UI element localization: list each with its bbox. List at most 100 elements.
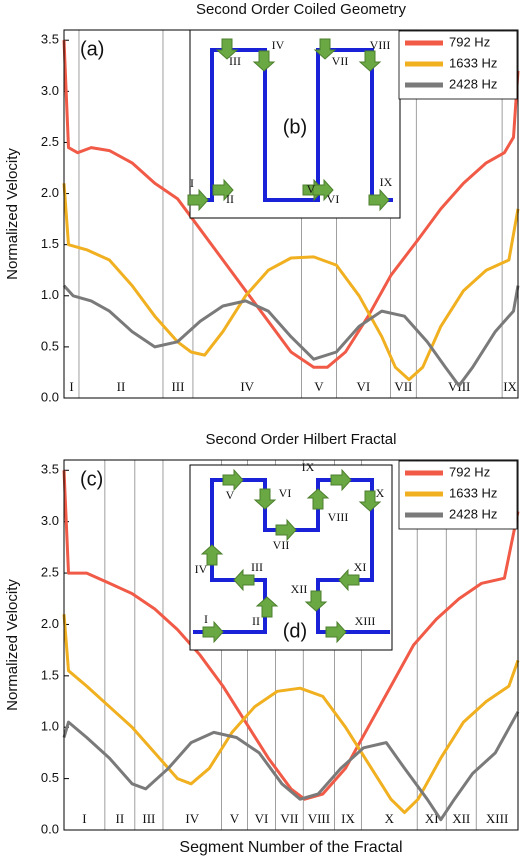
inset-arrow — [313, 38, 337, 60]
segment-label: I — [82, 811, 86, 826]
y-tick-label: 2.0 — [41, 616, 59, 631]
segment-label: V — [314, 379, 324, 394]
data-line — [62, 711, 520, 822]
inset-arrow — [368, 188, 390, 212]
legend-label: 1633 Hz — [449, 55, 497, 70]
inset-arrow — [275, 518, 297, 542]
segment-label: III — [142, 811, 155, 826]
y-tick-label: 0.0 — [41, 821, 59, 836]
inset-segment-label: V — [307, 182, 316, 196]
inset-arrow — [325, 620, 347, 644]
inset-path — [195, 48, 393, 202]
segment-label: VII — [280, 811, 298, 826]
y-axis-label: Normalized Velocity — [4, 148, 21, 280]
inset-box — [189, 464, 393, 651]
inset-segment-label: X — [376, 486, 385, 500]
inset-segment-label: VI — [279, 486, 292, 500]
y-tick-label: 3.0 — [41, 83, 59, 98]
legend-label: 792 Hz — [449, 464, 490, 479]
inset-segment-label: XIII — [355, 614, 376, 628]
inset-segment-label: IV — [272, 38, 285, 52]
segment-label: X — [385, 811, 395, 826]
segment-label: XII — [452, 811, 470, 826]
data-line — [62, 40, 520, 369]
segment-label: I — [69, 379, 73, 394]
inset-arrow — [253, 488, 277, 510]
inset-segment-label: I — [204, 612, 208, 626]
inset-segment-label: IX — [302, 460, 315, 474]
inset-label: (b) — [283, 116, 307, 138]
segment-label: VI — [357, 379, 371, 394]
y-axis-label: Normalized Velocity — [4, 579, 21, 711]
inset-arrow — [306, 488, 330, 510]
inset-segment-label: VII — [273, 538, 290, 552]
inset-arrow — [358, 490, 382, 512]
inset-segment-label: XII — [291, 582, 308, 596]
y-tick-label: 1.5 — [41, 667, 59, 682]
data-line — [62, 614, 520, 814]
inset-segment-label: VIII — [328, 510, 349, 524]
legend-label: 2428 Hz — [449, 506, 497, 521]
inset-segment-label: II — [252, 614, 260, 628]
y-tick-label: 1.5 — [41, 236, 59, 251]
y-tick-label: 2.0 — [41, 185, 59, 200]
segment-label: VII — [394, 379, 412, 394]
inset-arrow — [252, 50, 276, 72]
inset-arrow — [255, 596, 279, 618]
inset-arrow — [187, 188, 209, 212]
inset-segment-label: IX — [380, 175, 393, 189]
legend-label: 2428 Hz — [449, 76, 497, 91]
y-tick-label: 3.5 — [41, 462, 59, 477]
chart-title: Second Order Hilbert Fractal — [206, 431, 397, 448]
inset-arrow — [312, 178, 334, 202]
inset-segment-label: III — [251, 560, 263, 574]
inset-label: (d) — [283, 620, 307, 642]
data-line — [62, 284, 520, 388]
y-tick-label: 3.0 — [41, 513, 59, 528]
segment-label: XIII — [486, 811, 508, 826]
segment-label: IV — [240, 379, 254, 394]
data-line — [62, 470, 520, 801]
legend-label: 1633 Hz — [449, 485, 497, 500]
x-axis-label: Segment Number of the Fractal — [179, 839, 402, 856]
segment-label: II — [116, 811, 125, 826]
segment-label: V — [230, 811, 240, 826]
segment-label: VI — [255, 811, 269, 826]
y-tick-label: 1.0 — [41, 719, 59, 734]
inset-segment-label: II — [226, 192, 234, 206]
y-tick-label: 2.5 — [41, 134, 59, 149]
inset-arrow — [330, 468, 352, 492]
panel-label: (c) — [80, 468, 103, 490]
panel-label: (a) — [80, 38, 104, 60]
plot-frame — [63, 459, 519, 831]
y-tick-label: 0.5 — [41, 770, 59, 785]
inset-arrow — [212, 178, 234, 202]
inset-segment-label: V — [226, 488, 235, 502]
segment-label: III — [171, 379, 184, 394]
inset-segment-label: VI — [327, 192, 340, 206]
inset-arrow — [202, 620, 224, 644]
inset-arrow — [304, 590, 328, 612]
inset-arrow — [233, 568, 255, 592]
inset-arrow — [215, 38, 239, 60]
segment-label: VIII — [308, 811, 330, 826]
segment-label: IV — [185, 811, 199, 826]
y-tick-label: 1.0 — [41, 287, 59, 302]
segment-label: II — [117, 379, 126, 394]
y-tick-label: 0.5 — [41, 338, 59, 353]
segment-label: IX — [341, 811, 355, 826]
inset-arrow — [358, 50, 382, 72]
inset-arrow — [222, 468, 244, 492]
chart-title: Second Order Coiled Geometry — [196, 1, 407, 18]
inset-segment-label: XI — [354, 560, 367, 574]
inset-segment-label: VIII — [370, 38, 391, 52]
y-tick-label: 0.0 — [41, 389, 59, 404]
inset-segment-label: VII — [332, 54, 349, 68]
inset-segment-label: IV — [195, 562, 208, 576]
segment-label: IX — [503, 379, 517, 394]
data-line — [62, 183, 520, 382]
segment-label: XI — [425, 811, 439, 826]
legend-label: 792 Hz — [449, 34, 490, 49]
